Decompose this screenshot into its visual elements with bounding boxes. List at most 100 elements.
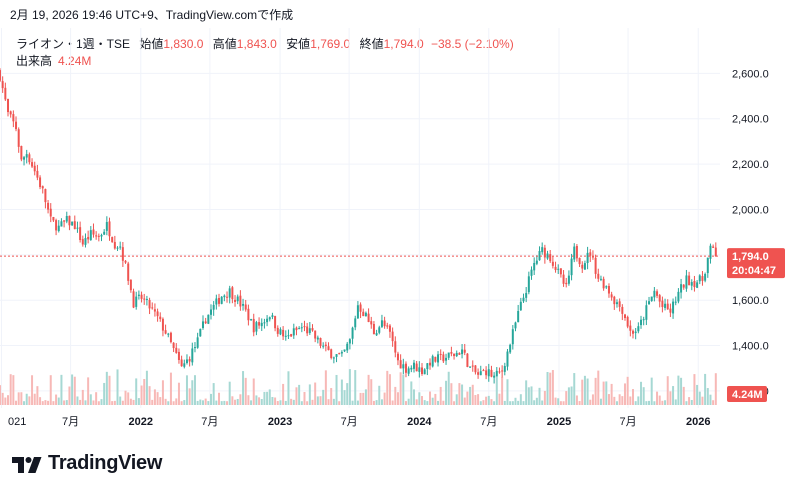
- candle-body: [41, 186, 44, 189]
- time-axis[interactable]: 021 7月 2022 7月 2023 7月 2024 7月 2025 7月 2026: [8, 416, 710, 428]
- candle-body: [602, 278, 605, 289]
- volume-bar: [714, 373, 717, 405]
- volume-bar: [378, 385, 381, 405]
- time-tick-label: 2023: [268, 416, 292, 428]
- candle-body: [36, 170, 39, 178]
- candle-body: [242, 304, 245, 306]
- candle-body: [664, 303, 667, 308]
- candle-body: [570, 258, 573, 276]
- volume-bar: [415, 399, 418, 405]
- volume-bar: [607, 394, 610, 405]
- time-tick-label: 7月: [619, 416, 636, 428]
- volume-bar: [506, 379, 509, 405]
- candle-body: [49, 208, 52, 217]
- candle-body: [260, 322, 263, 327]
- candle-body: [418, 367, 421, 372]
- volume-bar: [119, 396, 122, 405]
- candle-body: [191, 348, 194, 363]
- volume-bar: [474, 395, 477, 405]
- candle-body: [594, 257, 597, 274]
- candle-body: [292, 328, 295, 336]
- candle-body: [319, 338, 322, 346]
- volume-bar: [95, 392, 98, 405]
- candle-body: [509, 344, 512, 353]
- price-tick-label: 1,400.0: [732, 341, 769, 353]
- volume-bar: [447, 371, 450, 405]
- candle-body: [640, 319, 643, 326]
- volume-bar: [391, 400, 394, 405]
- volume-bar: [263, 391, 266, 405]
- chart-grid: [0, 28, 720, 408]
- volume-bar: [538, 387, 541, 405]
- close-value: 1,794.0: [383, 37, 424, 51]
- volume-bar: [404, 401, 407, 405]
- candle-body: [1, 81, 4, 89]
- volume-bar: [519, 394, 522, 405]
- candle-body: [378, 327, 381, 333]
- price-chart[interactable]: 2,600.02,400.02,200.02,000.01,800.01,600…: [0, 0, 798, 440]
- volume-bar: [81, 389, 84, 405]
- candle-body: [525, 292, 528, 298]
- volume-bar: [295, 387, 298, 405]
- candle-body: [295, 327, 298, 331]
- candle-body: [375, 333, 378, 336]
- candle-body: [578, 257, 581, 265]
- volume-bar: [39, 397, 42, 405]
- candle-body: [196, 337, 199, 348]
- volume-bar: [177, 382, 180, 405]
- candle-body: [618, 301, 621, 307]
- candle-body: [407, 368, 410, 374]
- volume-bar: [47, 400, 50, 405]
- candle-body: [415, 363, 418, 372]
- volume-bar: [701, 396, 704, 405]
- current-price-value: 1,794.0: [732, 251, 769, 263]
- candle-body: [426, 363, 429, 370]
- candle-body: [658, 295, 661, 302]
- candle-body: [151, 307, 154, 309]
- volume-bar: [546, 372, 549, 405]
- candle-body: [220, 296, 223, 304]
- price-axis[interactable]: 2,600.02,400.02,200.02,000.01,800.01,600…: [732, 68, 769, 398]
- candle-body: [445, 357, 448, 361]
- volume-bar: [242, 371, 245, 405]
- volume-bar: [602, 381, 605, 405]
- volume-bar: [618, 394, 621, 405]
- volume-bar: [479, 401, 482, 405]
- volume-bar: [704, 373, 707, 405]
- volume-bar: [215, 400, 218, 405]
- candle-body: [97, 235, 100, 237]
- candle-body: [103, 231, 106, 235]
- candle-body: [573, 246, 576, 260]
- candle-body: [300, 327, 303, 329]
- candle-body: [626, 316, 629, 327]
- candle-body: [685, 275, 688, 289]
- candle-body: [204, 321, 207, 324]
- volume-bar: [290, 398, 293, 405]
- volume-bar: [672, 386, 675, 405]
- candle-body: [653, 290, 656, 298]
- volume-bar: [169, 372, 172, 405]
- candle-body: [642, 319, 645, 321]
- candle-body: [33, 165, 36, 172]
- candle-body: [167, 333, 170, 335]
- candle-body: [223, 295, 226, 298]
- volume-bar: [314, 382, 317, 405]
- volume-bar: [44, 400, 47, 405]
- candle-body: [65, 216, 68, 222]
- volume-bar: [453, 401, 456, 405]
- candle-body: [7, 98, 10, 113]
- volume-bar: [527, 387, 530, 405]
- volume-bar: [258, 397, 261, 405]
- volume-bar: [567, 387, 570, 405]
- volume-bar: [210, 393, 213, 405]
- candle-body: [228, 288, 231, 298]
- candle-body: [493, 375, 496, 378]
- volume-bar: [322, 389, 325, 405]
- candle-body: [183, 363, 186, 367]
- candle-body: [250, 319, 253, 321]
- volume-bar: [199, 399, 202, 405]
- volume-bar: [597, 370, 600, 405]
- volume-bar: [669, 391, 672, 405]
- volume-bar: [28, 396, 31, 405]
- candle-body: [351, 327, 354, 339]
